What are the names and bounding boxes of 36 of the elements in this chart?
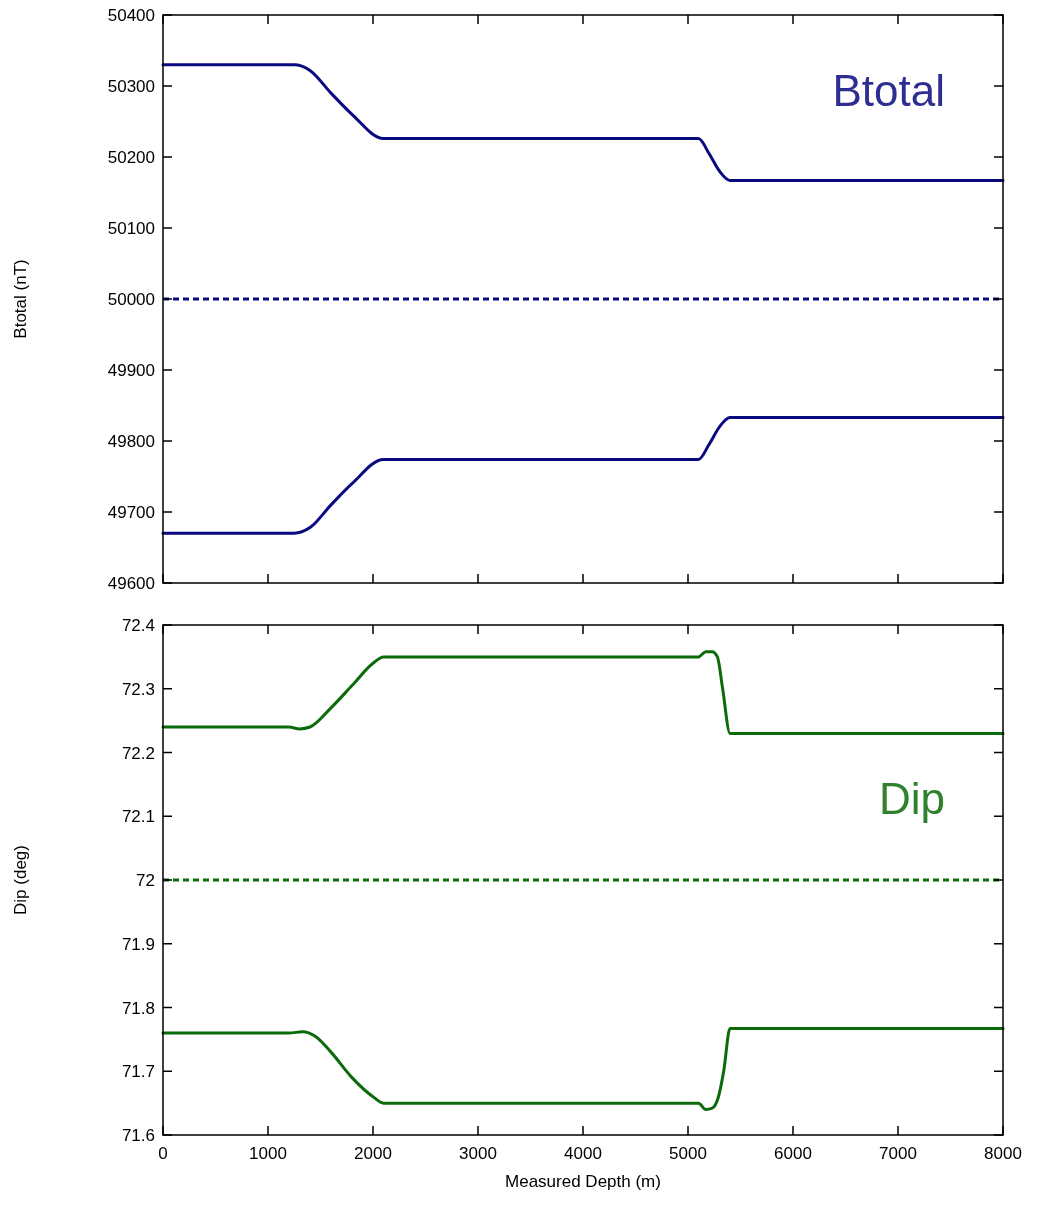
line-series	[161, 650, 1005, 735]
y-tick-label: 71.8	[121, 998, 155, 1018]
y-tick-label: 50400	[107, 6, 155, 25]
y-axis-title: Dip (deg)	[11, 845, 30, 915]
y-tick-label: 49700	[107, 503, 155, 522]
x-tick-label: 1000	[249, 1144, 287, 1163]
line-series	[161, 416, 1005, 535]
annotation: Btotal	[832, 65, 945, 115]
y-tick-label: 50000	[107, 290, 155, 309]
y-tick-label: 50200	[107, 148, 155, 167]
line-series	[161, 63, 1005, 182]
y-tick-label: 72.3	[121, 679, 155, 699]
line-series	[161, 1027, 1005, 1111]
x-tick-label: 2000	[354, 1144, 392, 1163]
y-tick-label: 50300	[107, 77, 155, 96]
x-tick-label: 5000	[669, 1144, 707, 1163]
y-tick-label: 50100	[107, 219, 155, 238]
x-tick-label: 6000	[774, 1144, 812, 1163]
y-tick-label: 71.6	[121, 1126, 155, 1145]
y-tick-label: 49600	[107, 574, 155, 593]
y-tick-label: 72.2	[121, 743, 155, 763]
y-axis-title: Btotal (nT)	[11, 259, 30, 339]
x-tick-label: 0	[158, 1144, 168, 1163]
y-tick-label: 72.1	[121, 807, 155, 827]
y-tick-label: 72	[136, 871, 155, 890]
y-tick-label: 49900	[107, 361, 155, 380]
y-tick-label: 49800	[107, 432, 155, 451]
x-tick-label: 7000	[879, 1144, 917, 1163]
y-tick-label: 72.4	[121, 616, 155, 635]
x-tick-label: 3000	[459, 1144, 497, 1163]
y-tick-label: 71.7	[121, 1062, 155, 1082]
x-tick-label: 4000	[564, 1144, 602, 1163]
annotation: Dip	[878, 773, 945, 823]
x-axis-title: Measured Depth (m)	[505, 1172, 661, 1191]
y-tick-label: 71.9	[121, 934, 155, 954]
x-tick-label: 8000	[984, 1144, 1022, 1163]
